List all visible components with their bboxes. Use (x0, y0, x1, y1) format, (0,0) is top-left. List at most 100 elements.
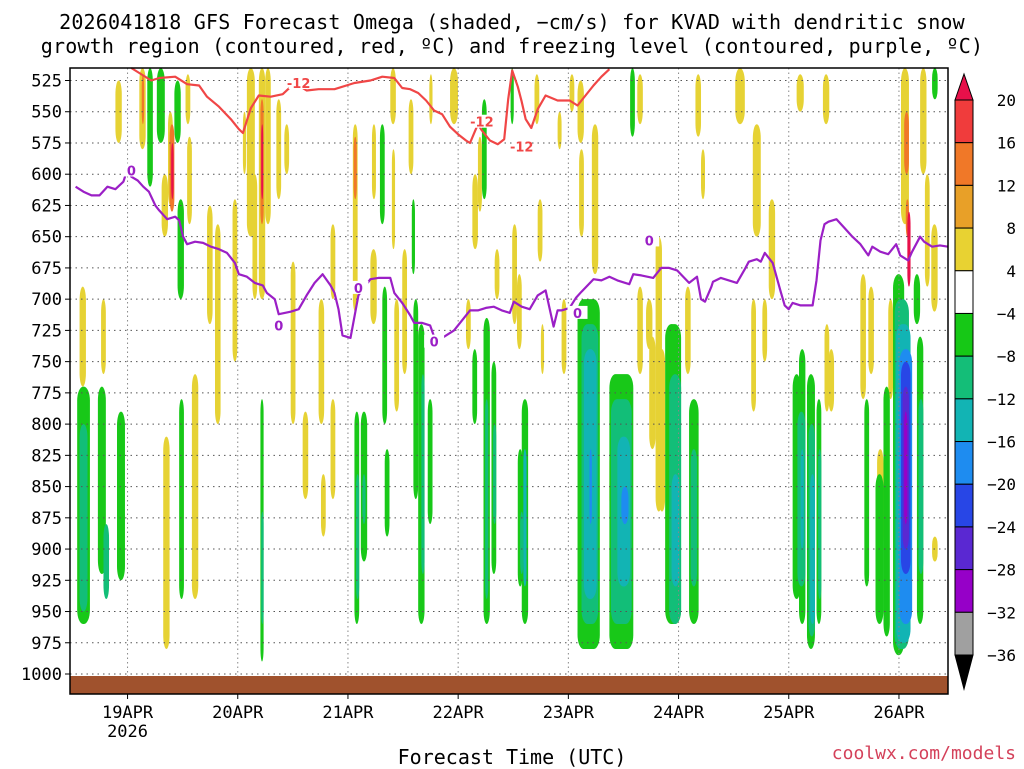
omega-cell (589, 449, 592, 525)
omega-cell (252, 174, 258, 300)
colorbar-swatch (954, 569, 974, 613)
omega-cell (537, 199, 543, 262)
contour-label: 0 (354, 282, 363, 297)
omega-cell (735, 68, 745, 125)
omega-cell (330, 224, 336, 300)
omega-cell (384, 449, 390, 537)
contour-label-bg (268, 318, 289, 332)
contour-label: -12 (287, 77, 311, 92)
omega-cell (394, 299, 400, 412)
omega-cell (883, 386, 890, 637)
omega-cell (690, 449, 698, 587)
omega-cell (265, 68, 271, 225)
colorbar-swatch (954, 355, 974, 400)
colorbar-swatch (954, 312, 974, 357)
colorbar-label: 8 (1006, 219, 1016, 238)
plot-frame (69, 67, 949, 695)
omega-cell (290, 261, 296, 425)
y-tick-label: 700 (31, 290, 62, 310)
colorbar-swatch (954, 142, 974, 186)
x-tick-label: 19APR (102, 703, 154, 723)
omega-cell (390, 68, 396, 125)
omega-cell (920, 68, 927, 175)
omega-cell (524, 486, 527, 550)
omega-cell (103, 524, 110, 600)
y-tick-label: 975 (31, 634, 62, 654)
x-tick-label: 25APR (763, 703, 815, 723)
omega-cell (371, 124, 376, 200)
omega-cell (276, 99, 282, 200)
omega-cell (621, 486, 629, 525)
omega-cell (913, 274, 921, 325)
omega-cell (427, 399, 433, 525)
colorbar-swatch (954, 184, 974, 229)
omega-cell (493, 424, 497, 525)
omega-cell (215, 224, 221, 425)
omega-cell (179, 399, 184, 600)
omega-cell (630, 68, 635, 137)
omega-cell (888, 299, 894, 400)
x-tick-label: 24APR (653, 703, 705, 723)
omega-cell (637, 286, 643, 375)
omega-cell (465, 299, 471, 350)
x-tick-label: 23APR (543, 703, 595, 723)
omega-cell (353, 136, 357, 200)
colorbar-swatch (954, 441, 974, 485)
colorbar-swatch (954, 526, 974, 571)
omega-cell (117, 411, 125, 581)
colorbar-label: −8 (997, 347, 1016, 366)
omega-cell (163, 436, 170, 650)
omega-cell (796, 74, 804, 112)
terrain-fill (70, 676, 948, 694)
omega-cell (481, 99, 487, 200)
omega-cell (818, 449, 822, 600)
colorbar-swatch (954, 611, 974, 656)
contour-label-bg (121, 163, 142, 177)
omega-cell (868, 286, 874, 375)
omega-cell (824, 324, 830, 412)
contour-label-bg (567, 305, 588, 319)
y-tick-label: 650 (31, 228, 62, 248)
omega-cell (356, 474, 360, 600)
y-tick-label: 800 (31, 415, 62, 435)
omega-cell (822, 74, 830, 125)
contour-label: -12 (470, 116, 494, 131)
omega-cell (177, 199, 184, 300)
y-tick-label: 625 (31, 196, 62, 216)
omega-cell (429, 74, 433, 125)
colorbar-swatch (954, 398, 974, 443)
plot-background (70, 68, 948, 694)
omega-cell (540, 324, 545, 375)
omega-cell (318, 299, 325, 425)
y-tick-label: 525 (31, 71, 62, 91)
omega-cell (191, 374, 199, 600)
y-tick-label: 750 (31, 353, 62, 373)
omega-cell (516, 274, 522, 350)
colorbar-label: −12 (987, 390, 1016, 409)
axes: 525 550 575 600 625 650 675 700 725 750 775 800 825 8… (21, 67, 949, 742)
omega-cell (156, 68, 165, 143)
omega-shading (70, 68, 948, 694)
contour-label: 0 (573, 307, 582, 322)
site-credit[interactable]: coolwx.com/models (831, 743, 1016, 764)
omega-cell (637, 74, 643, 125)
colorbar-label: −28 (987, 561, 1016, 580)
omega-cell (512, 224, 517, 325)
colorbar-label: 12 (997, 176, 1016, 195)
omega-cell (421, 374, 425, 575)
omega-cell (284, 124, 290, 175)
y-tick-label: 900 (31, 540, 62, 560)
omega-cell (800, 449, 804, 550)
omega-cell (411, 199, 415, 275)
contour-line (75, 168, 949, 342)
x-tick-label: 21APR (322, 703, 374, 723)
omega-cell (494, 249, 500, 300)
y-tick-label: 600 (31, 165, 62, 185)
omega-cell (649, 336, 656, 450)
y-tick-label: 850 (31, 478, 62, 498)
colorbar-label: −20 (987, 475, 1016, 494)
y-tick-label: 1000 (21, 665, 62, 685)
omega-cell (187, 136, 192, 225)
y-tick-label: 575 (31, 134, 62, 154)
